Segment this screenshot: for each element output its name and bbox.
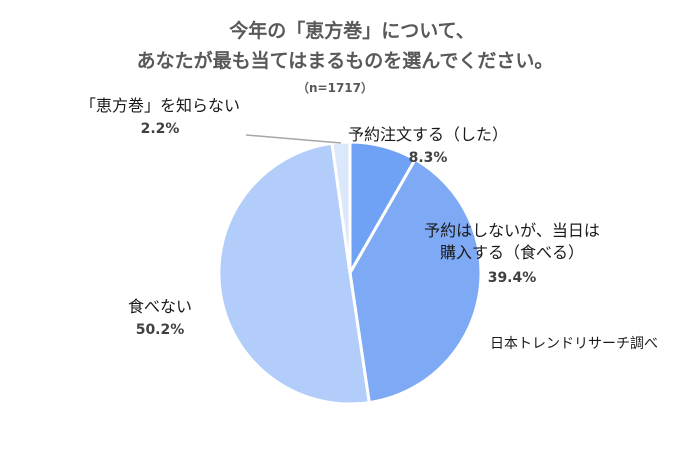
slice-value-unknown: 2.2% [141,121,180,137]
leader-line-unknown [245,134,342,144]
slice-label-unknown: 「恵方巻」を知らない [80,96,240,115]
pie-slices [217,140,483,406]
slice-label-buy-same-day-line-1: 予約はしないが、当日は [424,221,600,240]
slice-label-buy-same-day-line-2: 購入する（食べる） [440,243,584,262]
chart-title-line-1: 今年の「恵方巻」について、 [228,19,474,42]
slice-label-reserve: 予約注文する（した） [348,125,508,144]
source-note: 日本トレンドリサーチ調べ [490,336,658,352]
slice-label-not-eat: 食べない [128,297,192,316]
slice-value-not-eat: 50.2% [136,322,185,338]
chart-title-line-2: あなたが最も当てはまるものを選んでください。 [137,49,554,72]
chart-subtitle: （n=1717） [297,80,373,95]
pie-slice-not-eat [217,141,371,406]
slice-value-reserve: 8.3% [409,150,448,166]
pie-slice-buy-same-day [348,157,483,405]
slice-value-buy-same-day: 39.4% [488,270,537,286]
